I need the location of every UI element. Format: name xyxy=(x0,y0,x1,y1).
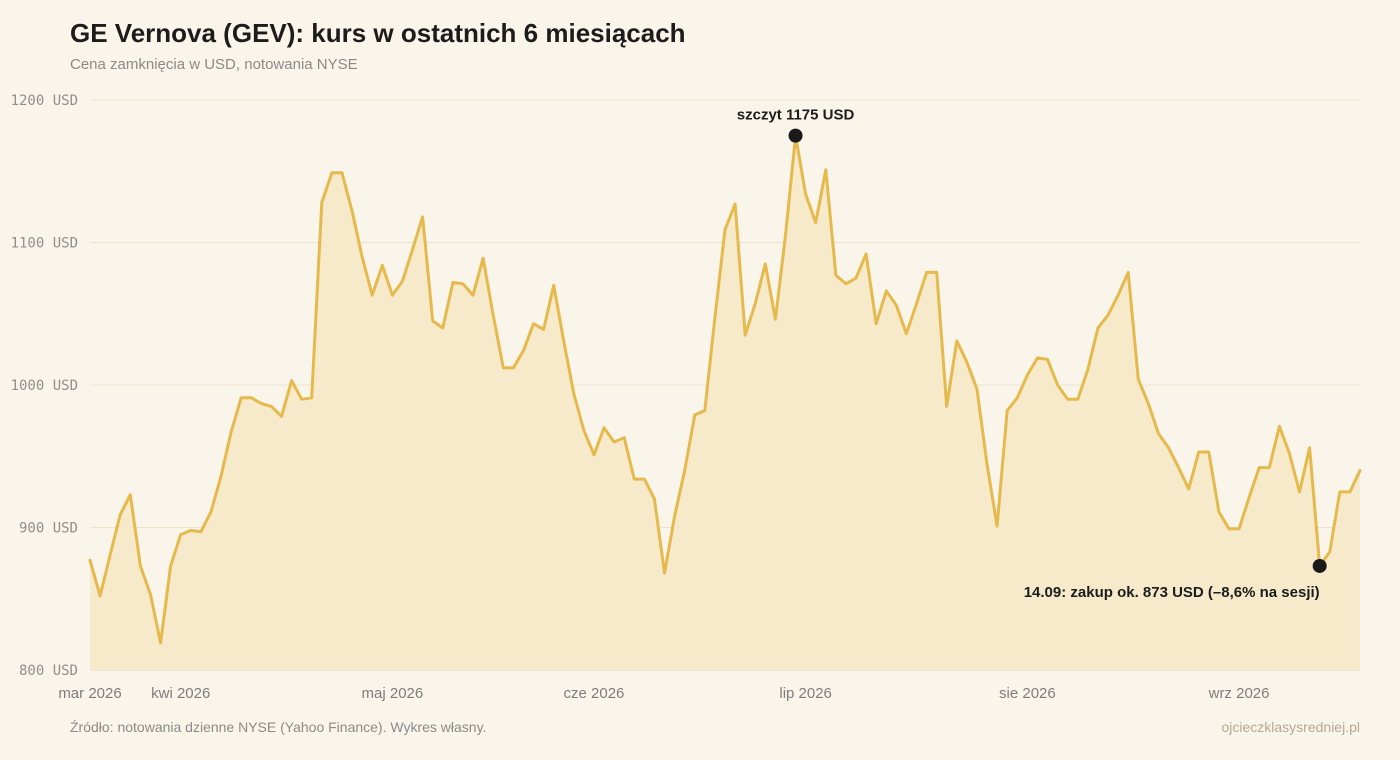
annotations: szczyt 1175 USD 14.09: zakup ok. 873 USD … xyxy=(737,107,1327,601)
chart-title: GE Vernova (GEV): kurs w ostatnich 6 mie… xyxy=(70,18,686,48)
x-axis-ticks: mar 2026 kwi 2026 maj 2026 cze 2026 lip 2026… xyxy=(58,685,1269,702)
peak-annotation: szczyt 1175 USD xyxy=(737,107,855,124)
annotation-marker xyxy=(788,128,803,143)
source-note: Źródło: notowania dzienne NYSE (Yahoo Fi… xyxy=(70,719,487,735)
x-tick-label: wrz 2026 xyxy=(1208,685,1270,702)
y-tick-label: 1200 USD xyxy=(11,93,78,109)
purchase-annotation: 14.09: zakup ok. 873 USD (–8,6% na sesji… xyxy=(1024,584,1320,601)
y-axis-ticks: 800 USD 900 USD 1000 USD 1100 USD 1200 USD xyxy=(11,93,78,679)
brand-link[interactable]: ojcieczklasysredniej.pl xyxy=(1221,719,1360,735)
x-tick-label: sie 2026 xyxy=(999,685,1056,702)
x-tick-label: kwi 2026 xyxy=(151,685,210,702)
y-tick-label: 900 USD xyxy=(19,521,78,537)
y-tick-label: 1100 USD xyxy=(11,236,78,252)
y-tick-label: 800 USD xyxy=(19,663,78,679)
x-tick-label: mar 2026 xyxy=(58,685,121,702)
annotation-marker xyxy=(1312,558,1327,573)
price-line xyxy=(88,134,1362,645)
chart-subtitle: Cena zamknięcia w USD, notowania NYSE xyxy=(70,56,358,73)
y-tick-label: 1000 USD xyxy=(11,378,78,394)
x-tick-label: maj 2026 xyxy=(362,685,424,702)
x-tick-label: cze 2026 xyxy=(564,685,625,702)
x-tick-label: lip 2026 xyxy=(779,685,832,702)
